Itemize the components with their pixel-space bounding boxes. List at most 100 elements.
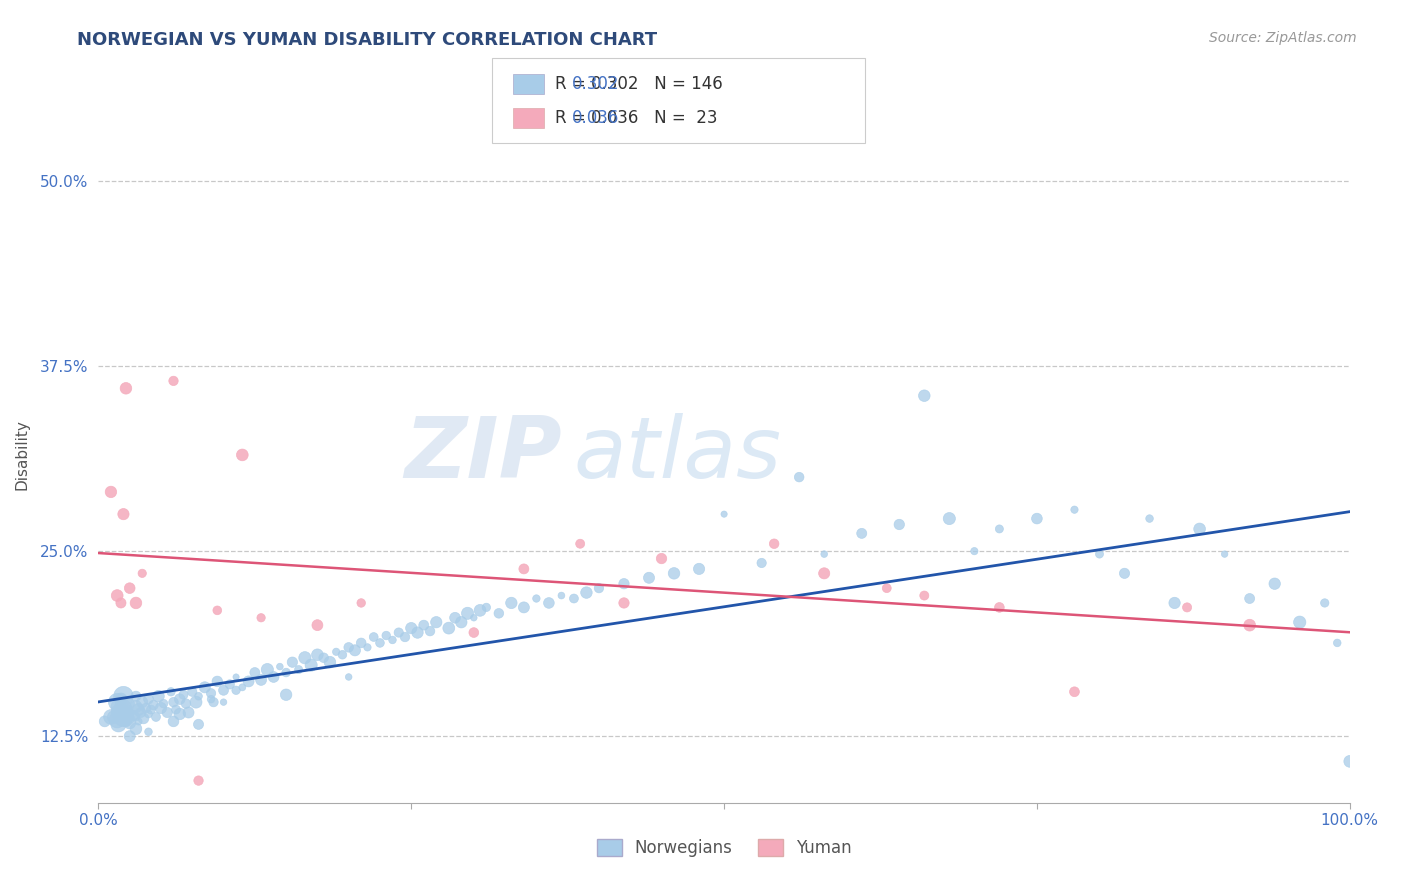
- Point: [115, 714, 138, 729]
- Point: [425, 615, 447, 630]
- Point: [575, 585, 598, 599]
- Point: [813, 547, 835, 561]
- Point: [401, 621, 423, 635]
- Point: [231, 681, 253, 695]
- Point: [562, 591, 585, 606]
- Text: R = 0.302   N = 146: R = 0.302 N = 146: [555, 75, 723, 93]
- Point: [250, 673, 273, 687]
- Point: [889, 517, 911, 532]
- Point: [1139, 511, 1161, 525]
- Point: [763, 537, 786, 551]
- Point: [1188, 522, 1211, 536]
- Point: [135, 701, 157, 715]
- Point: [118, 697, 141, 711]
- Point: [613, 596, 636, 610]
- Point: [207, 603, 229, 617]
- Point: [274, 665, 298, 680]
- Point: [394, 630, 416, 644]
- Point: [194, 681, 217, 695]
- Point: [1163, 596, 1185, 610]
- Point: [550, 589, 572, 603]
- Point: [475, 600, 498, 615]
- Point: [173, 688, 195, 702]
- Point: [200, 692, 222, 706]
- Point: [225, 683, 247, 698]
- Point: [1213, 547, 1236, 561]
- Point: [152, 697, 174, 711]
- Point: [1026, 511, 1049, 525]
- Text: ZIP: ZIP: [404, 413, 561, 497]
- Point: [256, 663, 278, 677]
- Point: [110, 704, 132, 718]
- Point: [207, 674, 229, 689]
- Point: [174, 697, 197, 711]
- Point: [107, 699, 129, 714]
- Point: [501, 596, 523, 610]
- Point: [100, 484, 122, 499]
- Point: [412, 618, 434, 632]
- Point: [118, 729, 141, 743]
- Point: [127, 702, 149, 716]
- Point: [537, 596, 560, 610]
- Point: [1264, 576, 1286, 591]
- Point: [1114, 566, 1136, 581]
- Point: [1063, 685, 1085, 699]
- Point: [231, 448, 253, 462]
- Point: [110, 596, 132, 610]
- Legend: Norwegians, Yuman: Norwegians, Yuman: [591, 832, 858, 864]
- Point: [450, 615, 472, 630]
- Point: [281, 655, 304, 669]
- Point: [145, 710, 167, 724]
- Point: [112, 690, 135, 704]
- Point: [117, 702, 139, 716]
- Point: [444, 611, 467, 625]
- Point: [406, 625, 429, 640]
- Point: [225, 670, 247, 684]
- Point: [1063, 502, 1085, 516]
- Point: [613, 576, 636, 591]
- Point: [356, 640, 378, 655]
- Point: [148, 690, 170, 704]
- Point: [150, 701, 173, 715]
- Point: [269, 659, 291, 673]
- Point: [312, 650, 335, 665]
- Point: [115, 381, 138, 395]
- Point: [325, 645, 347, 659]
- Point: [713, 507, 735, 521]
- Point: [169, 692, 191, 706]
- Point: [876, 581, 898, 595]
- Point: [110, 692, 132, 706]
- Point: [524, 591, 547, 606]
- Point: [202, 695, 225, 709]
- Point: [156, 706, 179, 720]
- Point: [851, 526, 873, 541]
- Point: [162, 695, 184, 709]
- Point: [569, 537, 592, 551]
- Point: [160, 685, 183, 699]
- Point: [468, 603, 491, 617]
- Point: [125, 596, 148, 610]
- Point: [1313, 596, 1336, 610]
- Point: [162, 714, 184, 729]
- Point: [337, 670, 360, 684]
- Point: [299, 658, 322, 673]
- Point: [1088, 547, 1111, 561]
- Point: [138, 706, 160, 721]
- Point: [263, 670, 285, 684]
- Point: [177, 706, 200, 720]
- Point: [1288, 615, 1310, 630]
- Point: [142, 698, 165, 712]
- Point: [105, 704, 128, 718]
- Point: [187, 690, 209, 704]
- Point: [1239, 591, 1261, 606]
- Point: [287, 663, 309, 677]
- Point: [662, 566, 685, 581]
- Point: [381, 632, 404, 647]
- Point: [118, 715, 141, 730]
- Point: [343, 643, 366, 657]
- Point: [105, 695, 128, 709]
- Point: [131, 566, 153, 581]
- Point: [513, 600, 536, 615]
- Text: atlas: atlas: [574, 413, 782, 497]
- Point: [115, 706, 138, 721]
